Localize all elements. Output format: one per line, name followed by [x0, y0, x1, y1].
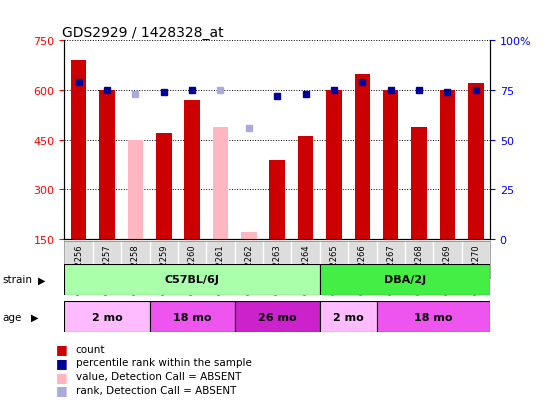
- Bar: [71, 61, 86, 240]
- Bar: [411, 127, 427, 240]
- Text: GSM152263: GSM152263: [273, 244, 282, 294]
- Text: GSM152261: GSM152261: [216, 244, 225, 294]
- Text: GSM152257: GSM152257: [102, 244, 111, 294]
- Bar: [235, 301, 320, 332]
- Text: GSM152266: GSM152266: [358, 244, 367, 294]
- Text: GSM152267: GSM152267: [386, 244, 395, 294]
- Bar: [64, 264, 320, 295]
- Text: GSM152260: GSM152260: [188, 244, 197, 294]
- Text: age: age: [3, 312, 22, 322]
- Text: ▶: ▶: [38, 275, 45, 285]
- Bar: [99, 91, 115, 240]
- Bar: [213, 127, 228, 240]
- Bar: [64, 301, 150, 332]
- Bar: [128, 140, 143, 240]
- Bar: [320, 301, 376, 332]
- Text: ■: ■: [56, 356, 68, 369]
- Text: 18 mo: 18 mo: [173, 312, 211, 322]
- Text: GSM152270: GSM152270: [472, 244, 480, 294]
- Bar: [320, 264, 490, 295]
- Text: GSM152265: GSM152265: [329, 244, 338, 294]
- Text: percentile rank within the sample: percentile rank within the sample: [76, 358, 251, 368]
- Text: 18 mo: 18 mo: [414, 312, 452, 322]
- Bar: [468, 84, 484, 240]
- Text: rank, Detection Call = ABSENT: rank, Detection Call = ABSENT: [76, 385, 236, 395]
- Text: ■: ■: [56, 342, 68, 356]
- Bar: [383, 91, 399, 240]
- Text: 26 mo: 26 mo: [258, 312, 296, 322]
- Text: GDS2929 / 1428328_at: GDS2929 / 1428328_at: [62, 26, 224, 40]
- Text: GSM152262: GSM152262: [244, 244, 253, 294]
- Text: GSM152269: GSM152269: [443, 244, 452, 294]
- Text: 2 mo: 2 mo: [333, 312, 363, 322]
- Text: GSM152264: GSM152264: [301, 244, 310, 294]
- Bar: [269, 160, 285, 240]
- Bar: [376, 301, 490, 332]
- Text: ■: ■: [56, 383, 68, 396]
- Bar: [440, 91, 455, 240]
- Text: count: count: [76, 344, 105, 354]
- Bar: [241, 233, 256, 240]
- Text: 2 mo: 2 mo: [92, 312, 122, 322]
- Text: ▶: ▶: [31, 312, 38, 322]
- Text: GSM152268: GSM152268: [414, 244, 423, 294]
- Text: GSM152256: GSM152256: [74, 244, 83, 294]
- Text: strain: strain: [3, 275, 33, 285]
- Bar: [298, 137, 314, 240]
- Bar: [326, 91, 342, 240]
- Text: value, Detection Call = ABSENT: value, Detection Call = ABSENT: [76, 371, 241, 381]
- Text: GSM152258: GSM152258: [131, 244, 140, 294]
- Text: DBA/2J: DBA/2J: [384, 275, 426, 285]
- Bar: [354, 74, 370, 240]
- Bar: [184, 101, 200, 240]
- Bar: [156, 134, 171, 240]
- Text: GSM152259: GSM152259: [159, 244, 168, 294]
- Bar: [150, 301, 235, 332]
- Text: C57BL/6J: C57BL/6J: [165, 275, 220, 285]
- Text: ■: ■: [56, 370, 68, 383]
